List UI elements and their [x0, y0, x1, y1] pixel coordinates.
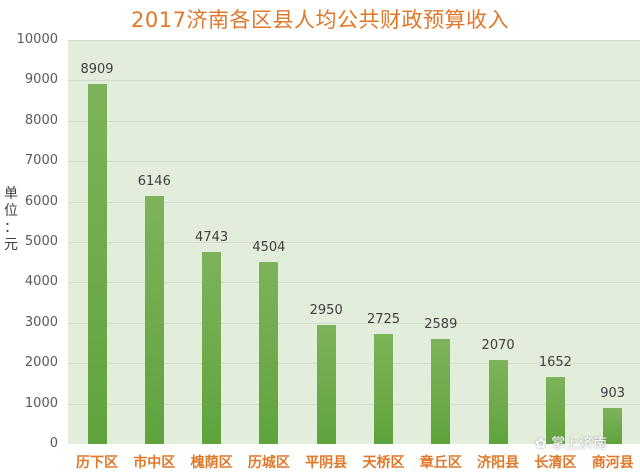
bar	[144, 195, 164, 444]
y-tick-label: 7000	[24, 153, 58, 169]
y-tick-label: 6000	[24, 193, 58, 209]
y-tick-label: 5000	[24, 234, 58, 249]
gridline	[68, 403, 640, 405]
bar	[374, 333, 393, 444]
bar	[488, 360, 508, 444]
y-axis-label-char: 位	[4, 203, 18, 219]
wechat-icon: ✿	[535, 436, 547, 452]
bar	[316, 324, 336, 444]
y-axis-label-char: ：	[4, 220, 18, 236]
bar	[259, 262, 279, 444]
y-tick-label: 10000	[16, 32, 58, 47]
bar-value-label: 6146	[137, 173, 171, 189]
bar-value-label: 2589	[424, 317, 458, 333]
y-tick-label: 4000	[24, 274, 58, 290]
bar-value-label: 4743	[195, 230, 229, 246]
gridline	[68, 161, 640, 163]
y-axis-label: 单 位 ： 元	[2, 186, 20, 254]
bar-value-label: 2950	[309, 302, 343, 318]
gridline	[68, 322, 640, 324]
gridline	[68, 120, 640, 122]
x-category-label: 历城区	[247, 455, 290, 471]
bar	[87, 84, 107, 444]
x-category-label: 长清区	[534, 455, 577, 471]
y-tick-label: 8000	[24, 112, 58, 128]
bar-value-label: 903	[600, 385, 626, 401]
bar	[202, 252, 222, 444]
watermark: ✿ 掌上济南	[535, 433, 607, 453]
gridline	[68, 80, 640, 82]
y-tick-label: 0	[49, 436, 58, 451]
x-category-label: 济阳县	[477, 455, 520, 471]
y-tick-label: 2000	[24, 355, 58, 371]
x-category-label: 章丘区	[419, 455, 462, 471]
x-category-label: 平阴县	[305, 455, 348, 471]
y-axis-label-char: 单	[4, 186, 18, 202]
plot-area: 8909 6146 4743 4504 2950 2725 2589 2070 1652 903	[68, 40, 640, 444]
bar-value-label: 2725	[366, 311, 401, 327]
y-tick-label: 3000	[24, 314, 58, 330]
x-category-label: 槐荫区	[190, 455, 233, 471]
x-category-label: 天桥区	[362, 455, 405, 471]
x-category-label: 商河县	[591, 455, 634, 471]
gridline	[68, 40, 640, 41]
bar	[431, 339, 451, 444]
gridline	[68, 363, 640, 365]
bar-value-label: 2070	[481, 338, 515, 354]
gridline	[68, 201, 640, 203]
gridline	[68, 282, 640, 284]
x-category-label: 历下区	[76, 455, 118, 471]
gridline	[68, 242, 640, 243]
y-tick-label: 9000	[24, 72, 58, 88]
bar	[603, 407, 623, 444]
bar-value-label: 8909	[80, 62, 114, 78]
bar-value-label: 1652	[538, 355, 572, 371]
y-axis-label-char: 元	[4, 237, 18, 253]
y-tick-label: 1000	[24, 395, 58, 411]
watermark-text: 掌上济南	[551, 436, 608, 452]
x-category-label: 市中区	[133, 455, 176, 471]
chart-title: 2017济南各区县人均公共财政预算收入	[131, 8, 509, 32]
bar-value-label: 4504	[252, 240, 286, 256]
bar	[545, 377, 565, 444]
